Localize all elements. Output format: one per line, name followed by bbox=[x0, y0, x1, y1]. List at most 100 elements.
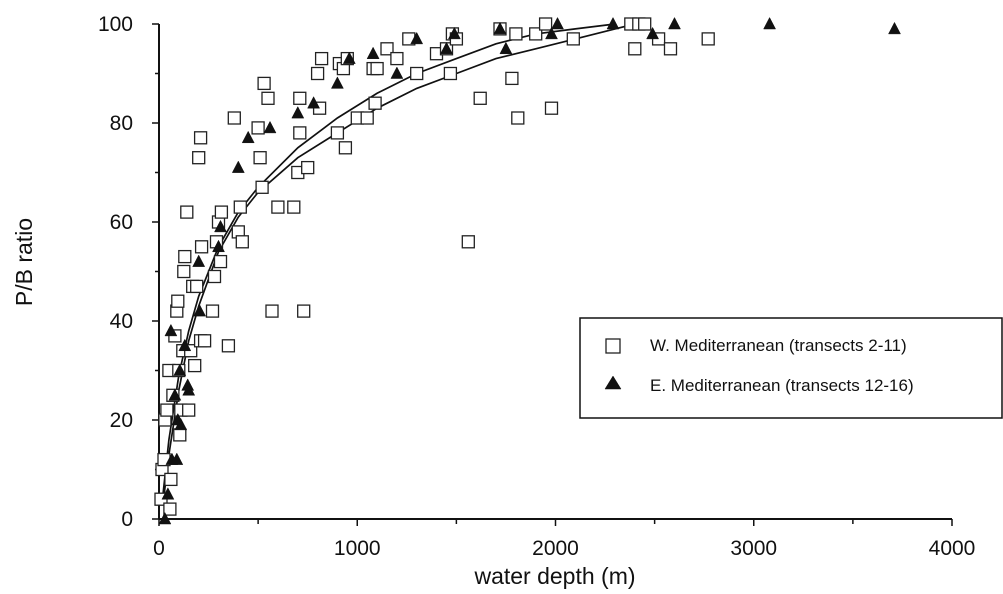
point-east-mediterranean bbox=[493, 21, 507, 35]
x-ticks: 0 1000 2000 3000 4000 bbox=[153, 519, 975, 560]
y-tick-label: 80 bbox=[110, 112, 133, 135]
point-west-mediterranean bbox=[628, 42, 642, 56]
point-west-mediterranean bbox=[293, 91, 307, 105]
point-west-mediterranean bbox=[255, 180, 269, 194]
point-west-mediterranean bbox=[461, 235, 475, 249]
point-east-mediterranean bbox=[182, 383, 196, 396]
point-west-mediterranean bbox=[214, 205, 229, 219]
point-west-mediterranean bbox=[380, 42, 394, 56]
point-west-mediterranean bbox=[257, 76, 271, 91]
point-west-mediterranean bbox=[511, 111, 525, 125]
fit-curve-1 bbox=[162, 23, 616, 495]
point-west-mediterranean bbox=[164, 472, 178, 487]
legend-label-east: E. Mediterranean (transects 12-16) bbox=[650, 376, 914, 395]
point-east-mediterranean bbox=[366, 46, 380, 59]
point-east-mediterranean bbox=[330, 76, 344, 89]
legend-marker-filled-triangle bbox=[604, 375, 622, 390]
point-west-mediterranean bbox=[192, 151, 206, 165]
point-east-mediterranean bbox=[178, 338, 192, 352]
y-tick-label: 40 bbox=[110, 310, 133, 333]
point-east-mediterranean bbox=[214, 219, 227, 233]
data-points bbox=[154, 16, 901, 525]
point-west-mediterranean bbox=[190, 279, 204, 294]
point-west-mediterranean bbox=[177, 264, 191, 279]
point-west-mediterranean bbox=[473, 91, 487, 105]
point-west-mediterranean bbox=[251, 121, 265, 135]
legend-marker-open-square bbox=[605, 338, 621, 354]
point-west-mediterranean bbox=[171, 294, 185, 308]
y-tick-label: 0 bbox=[121, 508, 133, 531]
point-east-mediterranean bbox=[158, 511, 172, 525]
point-east-mediterranean bbox=[668, 16, 681, 30]
point-west-mediterranean bbox=[505, 71, 519, 86]
point-east-mediterranean bbox=[440, 41, 453, 55]
point-west-mediterranean bbox=[227, 111, 241, 125]
legend-box bbox=[579, 317, 1003, 419]
point-west-mediterranean bbox=[182, 403, 196, 417]
point-east-mediterranean bbox=[342, 51, 356, 64]
point-west-mediterranean bbox=[205, 304, 220, 318]
point-east-mediterranean bbox=[161, 487, 175, 500]
point-west-mediterranean bbox=[261, 91, 275, 105]
x-tick-label: 4000 bbox=[929, 537, 976, 560]
y-axis-title: P/B ratio bbox=[11, 218, 37, 306]
point-east-mediterranean bbox=[606, 16, 620, 30]
point-east-mediterranean bbox=[307, 96, 321, 109]
point-west-mediterranean bbox=[443, 66, 458, 81]
point-east-mediterranean bbox=[499, 41, 513, 55]
point-west-mediterranean bbox=[188, 358, 202, 373]
point-west-mediterranean bbox=[310, 66, 325, 81]
fit-curves bbox=[162, 23, 636, 505]
point-west-mediterranean bbox=[233, 200, 247, 214]
x-tick-label: 0 bbox=[153, 537, 165, 560]
point-west-mediterranean bbox=[194, 240, 209, 254]
x-tick-label: 3000 bbox=[730, 537, 777, 560]
y-tick-label: 60 bbox=[110, 211, 133, 234]
point-east-mediterranean bbox=[170, 452, 184, 465]
legend-label-west: W. Mediterranean (transects 2-11) bbox=[650, 336, 907, 355]
point-east-mediterranean bbox=[241, 130, 255, 144]
point-east-mediterranean bbox=[646, 26, 660, 40]
point-west-mediterranean bbox=[538, 17, 553, 31]
point-east-mediterranean bbox=[174, 417, 188, 431]
point-west-mediterranean bbox=[663, 42, 678, 56]
x-tick-label: 2000 bbox=[532, 537, 579, 560]
point-west-mediterranean bbox=[529, 27, 543, 41]
point-west-mediterranean bbox=[160, 403, 174, 417]
point-west-mediterranean bbox=[163, 502, 177, 516]
point-east-mediterranean bbox=[763, 16, 777, 30]
point-east-mediterranean bbox=[291, 106, 305, 119]
fit-curve-2 bbox=[162, 23, 636, 505]
point-west-mediterranean bbox=[180, 205, 194, 219]
point-east-mediterranean bbox=[164, 323, 178, 337]
point-east-mediterranean bbox=[192, 254, 206, 267]
point-west-mediterranean bbox=[370, 61, 384, 76]
point-west-mediterranean bbox=[544, 101, 559, 115]
point-west-mediterranean bbox=[330, 126, 345, 140]
legend: W. Mediterranean (transects 2-11) E. Med… bbox=[579, 317, 1003, 419]
point-west-mediterranean bbox=[360, 111, 374, 125]
point-east-mediterranean bbox=[545, 26, 558, 40]
point-west-mediterranean bbox=[566, 32, 580, 46]
point-east-mediterranean bbox=[231, 160, 245, 173]
point-west-mediterranean bbox=[301, 160, 315, 175]
point-west-mediterranean bbox=[197, 334, 212, 348]
point-west-mediterranean bbox=[178, 249, 192, 264]
y-tick-label: 100 bbox=[98, 13, 133, 36]
point-west-mediterranean bbox=[293, 126, 307, 140]
x-tick-label: 1000 bbox=[334, 537, 381, 560]
point-west-mediterranean bbox=[390, 51, 404, 66]
point-west-mediterranean bbox=[638, 17, 652, 31]
point-east-mediterranean bbox=[263, 120, 277, 134]
point-east-mediterranean bbox=[212, 239, 225, 253]
point-west-mediterranean bbox=[314, 51, 329, 66]
point-east-mediterranean bbox=[390, 66, 404, 79]
point-west-mediterranean bbox=[235, 235, 249, 249]
point-west-mediterranean bbox=[297, 304, 311, 318]
point-west-mediterranean bbox=[410, 66, 424, 81]
point-east-mediterranean bbox=[888, 21, 901, 35]
point-east-mediterranean bbox=[447, 26, 461, 40]
point-east-mediterranean bbox=[410, 31, 424, 45]
point-west-mediterranean bbox=[193, 131, 208, 145]
